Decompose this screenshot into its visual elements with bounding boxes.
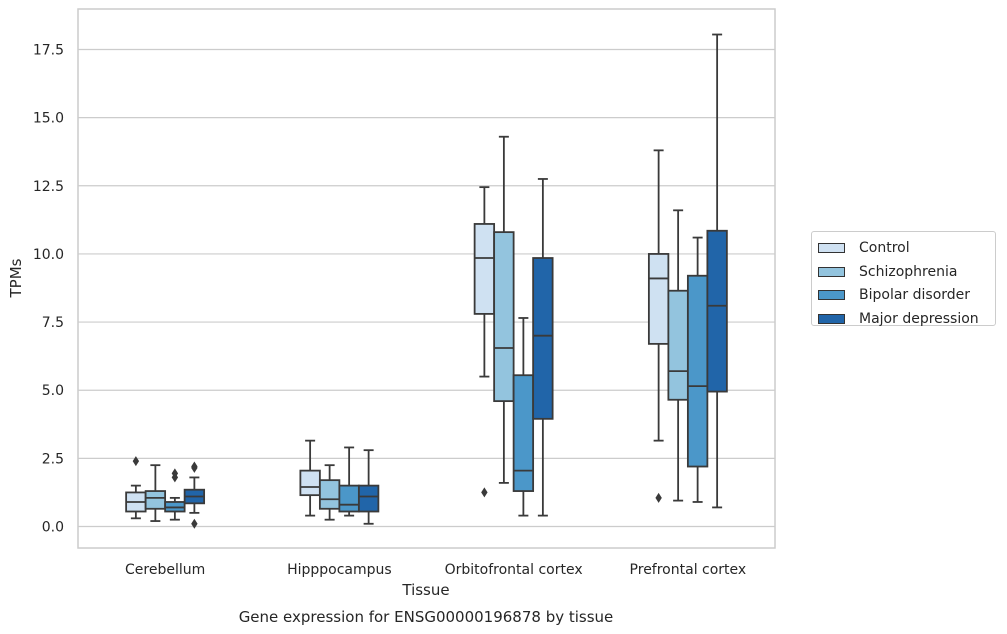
x-tick-label: Hipppocampus xyxy=(287,562,392,578)
box-rect xyxy=(473,223,496,315)
box-3-3 xyxy=(706,33,728,509)
outlier-point xyxy=(191,461,198,472)
box-rect xyxy=(532,257,554,420)
legend: Control Schizophrenia Bipolar disorder Majo… xyxy=(811,231,996,327)
x-tick-label: Cerebellum xyxy=(125,562,205,578)
box-1-1 xyxy=(318,464,341,521)
box-elements xyxy=(125,33,728,529)
box-rect xyxy=(318,479,341,510)
y-tick-label: 2.5 xyxy=(42,451,64,467)
outlier-point xyxy=(481,487,488,498)
box-rect xyxy=(667,289,689,401)
box-rect xyxy=(706,229,728,393)
box-2-2 xyxy=(512,317,535,517)
outlier-point xyxy=(655,492,662,503)
box-rect xyxy=(512,374,535,492)
legend-item: Major depression xyxy=(818,307,995,331)
y-tick-label: 10.0 xyxy=(33,247,64,263)
legend-label: Schizophrenia xyxy=(859,263,958,280)
box-2-0 xyxy=(473,186,496,498)
legend-swatch xyxy=(818,290,845,301)
outlier-point xyxy=(132,456,140,467)
y-tick-label: 5.0 xyxy=(42,383,64,399)
x-axis-label: Tissue xyxy=(401,581,449,599)
box-3-1 xyxy=(667,209,689,502)
legend-swatch xyxy=(818,242,845,253)
legend-label: Bipolar disorder xyxy=(859,287,971,304)
box-1-2 xyxy=(338,446,360,517)
chart-caption: Gene expression for ENSG00000196878 by t… xyxy=(239,608,614,626)
y-tick-label: 17.5 xyxy=(33,43,64,59)
box-1-0 xyxy=(299,439,321,517)
y-tick-label: 0.0 xyxy=(42,520,64,536)
box-rect xyxy=(357,484,380,513)
x-tick-labels: Cerebellum Hipppocampus Orbitofrontal cort… xyxy=(125,562,746,578)
box-2-1 xyxy=(493,135,515,484)
x-tick-label: Orbitofrontal cortex xyxy=(445,562,583,578)
legend-item: Bipolar disorder xyxy=(818,284,995,308)
y-axis-label: TPMs xyxy=(7,258,25,298)
grid-lines xyxy=(78,48,775,528)
box-3-0 xyxy=(647,149,670,503)
box-rect xyxy=(647,253,670,345)
y-tick-label: 7.5 xyxy=(42,315,64,331)
x-tick-label: Prefrontal cortex xyxy=(630,562,747,578)
y-tick-label: 15.0 xyxy=(33,111,64,127)
box-2-3 xyxy=(532,178,554,517)
legend-item: Control xyxy=(818,236,995,260)
box-rect xyxy=(686,274,709,468)
box-0-1 xyxy=(144,464,167,522)
box-1-3 xyxy=(357,449,380,525)
plot-frame xyxy=(77,8,776,549)
box-rect xyxy=(338,484,360,513)
box-rect xyxy=(299,469,321,497)
legend-label: Control xyxy=(859,239,910,256)
box-0-3 xyxy=(183,461,206,529)
legend-swatch xyxy=(818,314,845,325)
outlier-point xyxy=(191,518,198,529)
legend-label: Major depression xyxy=(859,311,979,328)
y-tick-label: 12.5 xyxy=(33,179,64,195)
box-0-0 xyxy=(125,456,147,520)
box-rect xyxy=(144,490,167,510)
outlier-point xyxy=(171,468,179,479)
box-rect xyxy=(493,231,515,403)
legend-swatch xyxy=(818,266,845,277)
y-tick-labels: 0.0 2.5 5.0 7.5 10.0 12.5 15.0 17.5 xyxy=(33,43,64,536)
box-3-2 xyxy=(686,236,709,503)
legend-item: Schizophrenia xyxy=(818,260,995,284)
box-0-2 xyxy=(164,468,186,521)
